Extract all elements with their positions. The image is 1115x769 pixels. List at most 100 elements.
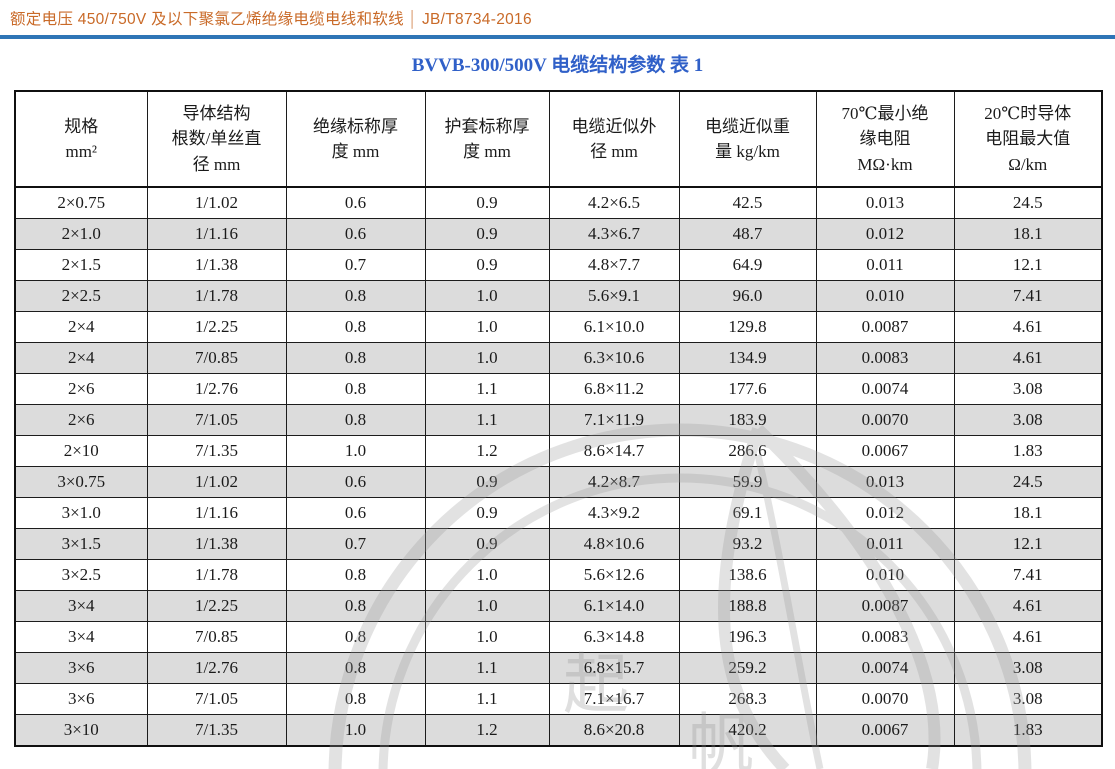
table-cell: 0.0067 [815, 714, 955, 747]
table-cell: 18.1 [953, 218, 1103, 250]
table-cell: 1/1.16 [146, 218, 287, 250]
table-cell: 0.8 [285, 590, 426, 622]
table-cell: 8.6×14.7 [548, 435, 680, 467]
table-cell: 0.010 [815, 280, 955, 312]
table-row: 2×10 7/1.35 1.0 1.2 8.6×14.7 286.6 0.0067 1.83 [14, 435, 1103, 467]
header-cell: 绝缘标称厚 度 mm [285, 90, 426, 188]
table-row: 3×1.5 1/1.38 0.7 0.9 4.8×10.6 93.2 0.011 12.1 [14, 528, 1103, 560]
table-cell: 3×4 [14, 621, 148, 653]
table-cell: 3×6 [14, 683, 148, 715]
table-cell: 0.010 [815, 559, 955, 591]
table-cell: 0.9 [424, 466, 550, 498]
table-row: 2×6 1/2.76 0.8 1.1 6.8×11.2 177.6 0.0074 3.08 [14, 373, 1103, 405]
table-cell: 96.0 [678, 280, 817, 312]
table-row: 2×6 7/1.05 0.8 1.1 7.1×11.9 183.9 0.0070 3.08 [14, 404, 1103, 436]
table-cell: 7/1.05 [146, 404, 287, 436]
table-cell: 3×1.0 [14, 497, 148, 529]
table-cell: 12.1 [953, 249, 1103, 281]
header-cell: 20℃时导体 电阻最大值 Ω/km [953, 90, 1103, 188]
table-cell: 7.41 [953, 559, 1103, 591]
table-cell: 0.0087 [815, 590, 955, 622]
table-cell: 1.0 [424, 559, 550, 591]
table-cell: 2×10 [14, 435, 148, 467]
table-cell: 0.8 [285, 342, 426, 374]
table-cell: 0.013 [815, 186, 955, 219]
table-row: 2×4 7/0.85 0.8 1.0 6.3×10.6 134.9 0.0083 4.61 [14, 342, 1103, 374]
table-cell: 1/1.38 [146, 528, 287, 560]
table-cell: 0.7 [285, 249, 426, 281]
table-cell: 0.0087 [815, 311, 955, 343]
table-row: 2×0.75 1/1.02 0.6 0.9 4.2×6.5 42.5 0.013 24.5 [14, 186, 1103, 219]
table-cell: 1.83 [953, 714, 1103, 747]
table-cell: 1.0 [424, 342, 550, 374]
table-cell: 1/1.78 [146, 559, 287, 591]
table-cell: 0.011 [815, 528, 955, 560]
table-cell: 420.2 [678, 714, 817, 747]
table-cell: 24.5 [953, 186, 1103, 219]
table-cell: 129.8 [678, 311, 817, 343]
table-cell: 0.9 [424, 249, 550, 281]
table-cell: 2×2.5 [14, 280, 148, 312]
table-cell: 1.1 [424, 373, 550, 405]
table-cell: 0.0083 [815, 342, 955, 374]
table-body: 2×0.75 1/1.02 0.6 0.9 4.2×6.5 42.5 0.013 24.5 2×… [14, 186, 1103, 747]
table-cell: 1.0 [285, 435, 426, 467]
table-cell: 2×6 [14, 373, 148, 405]
table-cell: 4.61 [953, 311, 1103, 343]
table-cell: 1/2.25 [146, 590, 287, 622]
table-cell: 1/1.02 [146, 186, 287, 219]
standard-number: JB/T8734-2016 [421, 11, 532, 28]
table-cell: 48.7 [678, 218, 817, 250]
table-cell: 0.012 [815, 218, 955, 250]
table-row: 2×1.5 1/1.38 0.7 0.9 4.8×7.7 64.9 0.011 12.1 [14, 249, 1103, 281]
table-cell: 6.3×10.6 [548, 342, 680, 374]
table-cell: 1/2.76 [146, 652, 287, 684]
table-cell: 2×1.0 [14, 218, 148, 250]
divider-rule [0, 35, 1115, 39]
table-cell: 4.3×9.2 [548, 497, 680, 529]
table-cell: 2×6 [14, 404, 148, 436]
table-cell: 6.8×11.2 [548, 373, 680, 405]
table-cell: 0.8 [285, 404, 426, 436]
table-caption: BVVB-300/500V 电缆结构参数 表 1 [411, 55, 704, 76]
table-header-row: 规格 mm² 导体结构 根数/单丝直 径 mm 绝缘标称厚 度 mm 护套标称厚 度 … [14, 90, 1103, 188]
table-cell: 4.2×8.7 [548, 466, 680, 498]
table-cell: 1.83 [953, 435, 1103, 467]
table-cell: 64.9 [678, 249, 817, 281]
table-cell: 3×10 [14, 714, 148, 747]
table-cell: 0.0070 [815, 404, 955, 436]
table-cell: 4.2×6.5 [548, 186, 680, 219]
table-row: 3×4 7/0.85 0.8 1.0 6.3×14.8 196.3 0.0083 4.61 [14, 621, 1103, 653]
cable-parameters-table: 规格 mm² 导体结构 根数/单丝直 径 mm 绝缘标称厚 度 mm 护套标称厚 度 … [14, 90, 1103, 747]
separator-bar: │ [407, 11, 418, 28]
table-cell: 1.0 [424, 280, 550, 312]
table-row: 2×1.0 1/1.16 0.6 0.9 4.3×6.7 48.7 0.012 18.1 [14, 218, 1103, 250]
table-cell: 5.6×9.1 [548, 280, 680, 312]
table-cell: 7/1.35 [146, 435, 287, 467]
header-cell: 电缆近似重 量 kg/km [678, 90, 817, 188]
table-cell: 3.08 [953, 404, 1103, 436]
table-cell: 259.2 [678, 652, 817, 684]
table-cell: 7.1×11.9 [548, 404, 680, 436]
table-cell: 6.3×14.8 [548, 621, 680, 653]
table-cell: 0.9 [424, 218, 550, 250]
table-cell: 0.0070 [815, 683, 955, 715]
table-cell: 177.6 [678, 373, 817, 405]
table-cell: 12.1 [953, 528, 1103, 560]
table-cell: 7/0.85 [146, 621, 287, 653]
table-cell: 4.8×10.6 [548, 528, 680, 560]
table-cell: 2×4 [14, 342, 148, 374]
table-cell: 7.41 [953, 280, 1103, 312]
table-cell: 3.08 [953, 652, 1103, 684]
table-cell: 1.2 [424, 435, 550, 467]
table-cell: 1/1.02 [146, 466, 287, 498]
table-cell: 18.1 [953, 497, 1103, 529]
table-cell: 24.5 [953, 466, 1103, 498]
table-cell: 0.6 [285, 466, 426, 498]
table-cell: 3×0.75 [14, 466, 148, 498]
table-cell: 93.2 [678, 528, 817, 560]
table-row: 3×6 7/1.05 0.8 1.1 7.1×16.7 268.3 0.0070 3.08 [14, 683, 1103, 715]
table-cell: 3×2.5 [14, 559, 148, 591]
table-cell: 4.61 [953, 342, 1103, 374]
table-cell: 5.6×12.6 [548, 559, 680, 591]
